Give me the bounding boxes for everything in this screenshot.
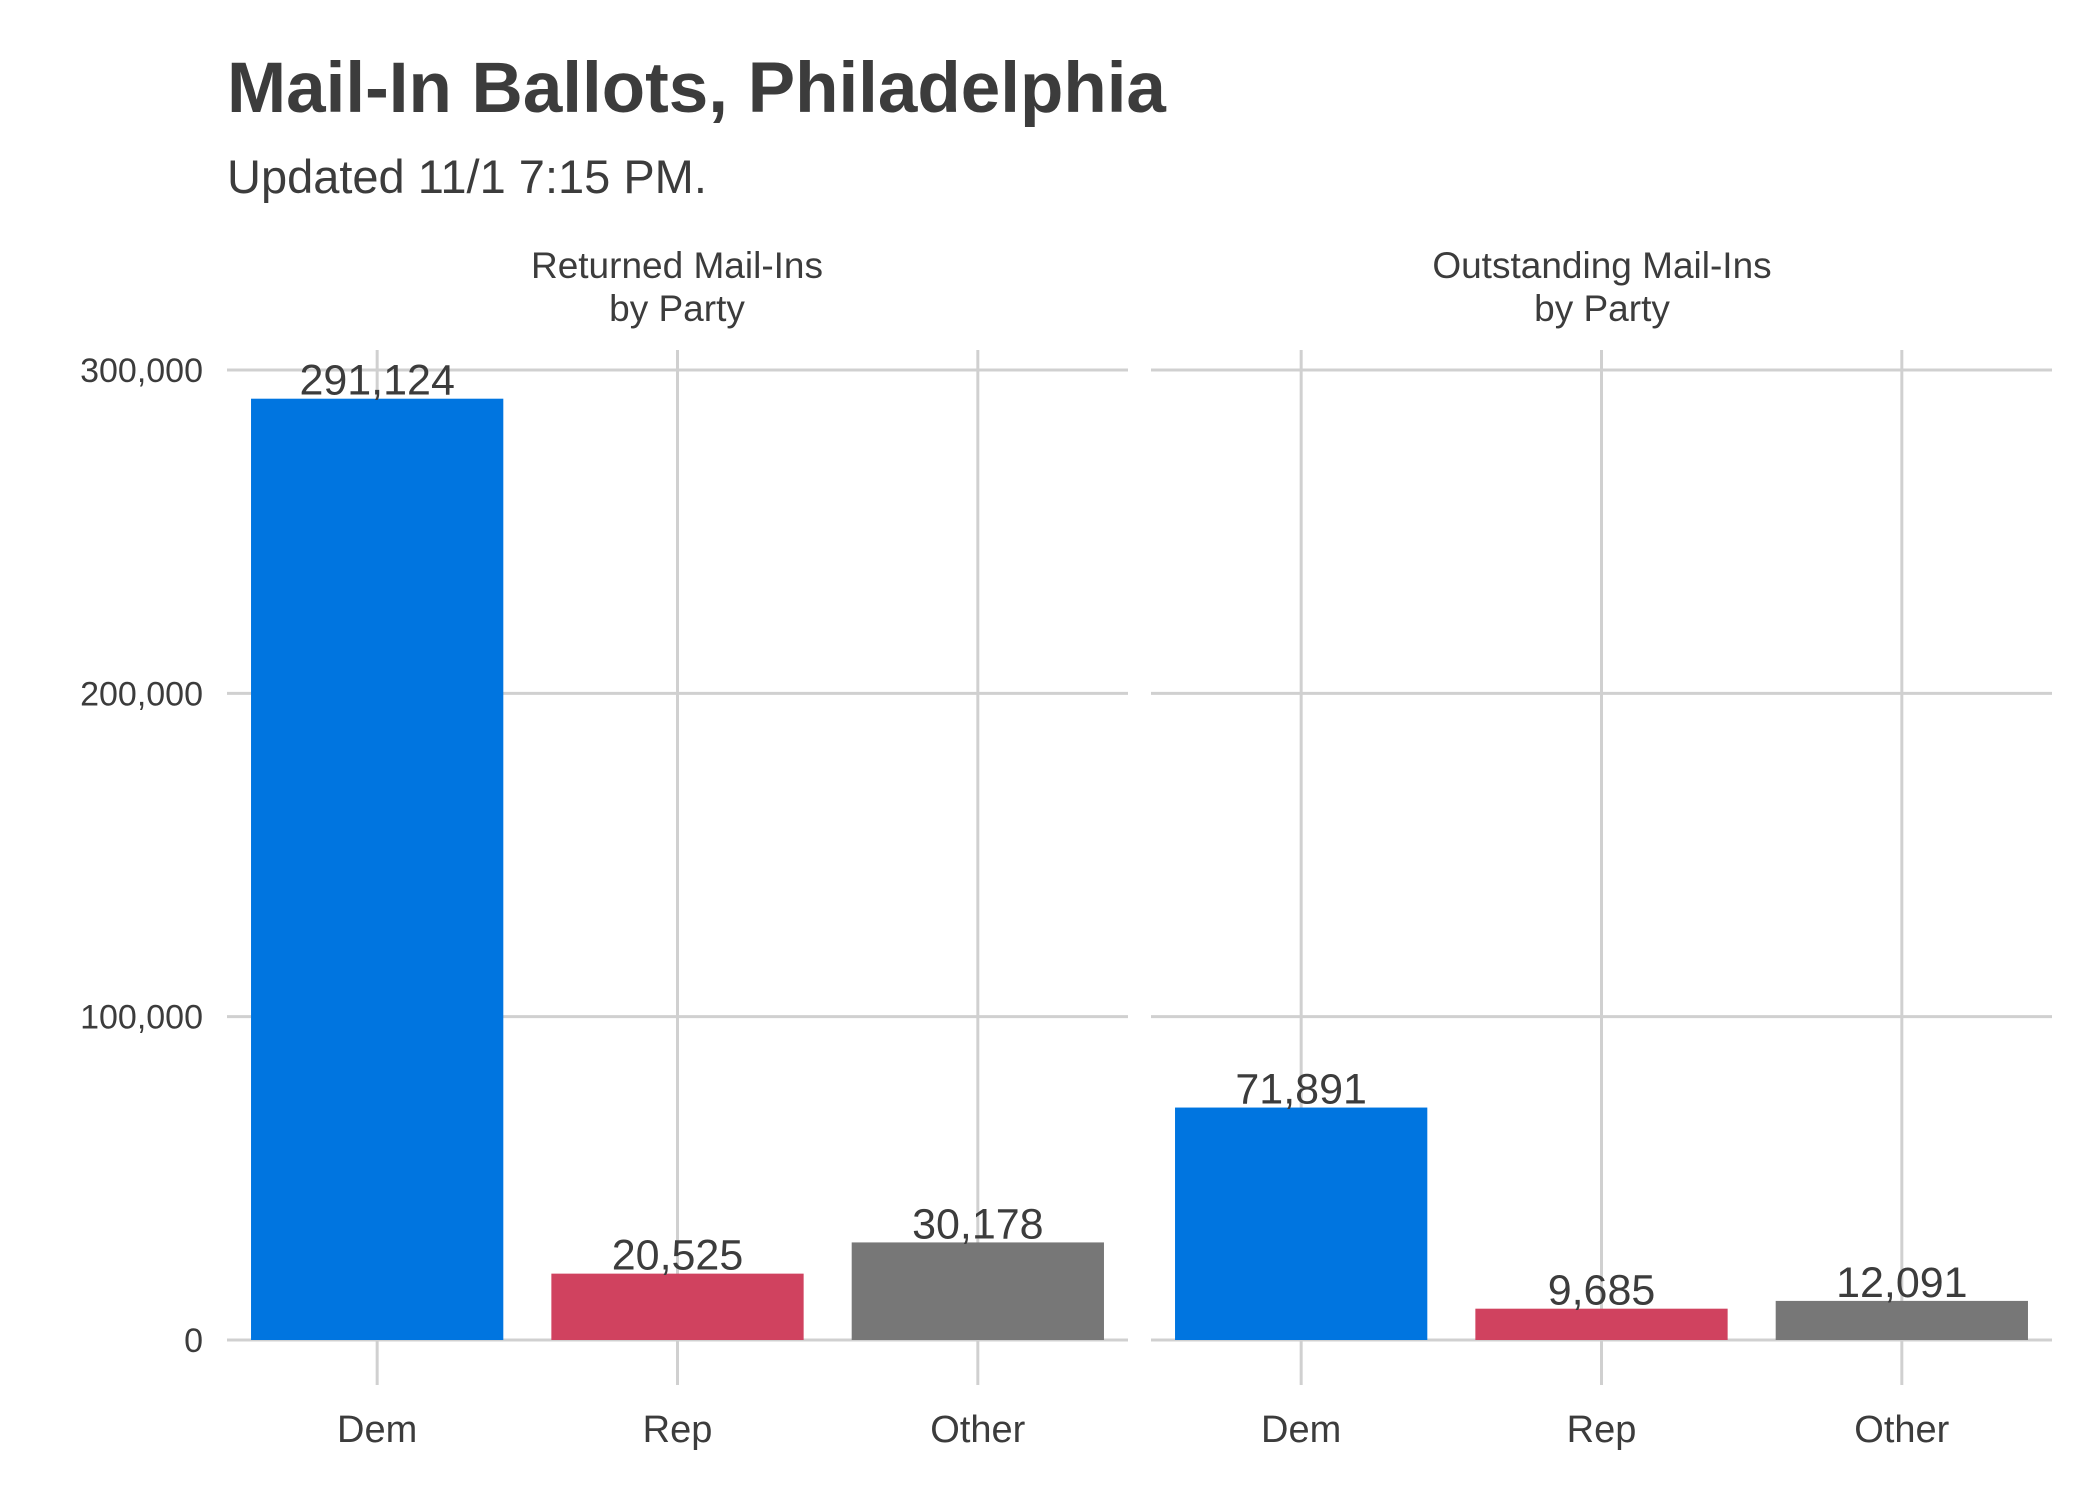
bar-other <box>1775 1300 2028 1340</box>
bar-value-label: 71,891 <box>1235 1066 1367 1114</box>
y-tick-label: 300,000 <box>80 352 203 390</box>
facet-title: by Party <box>1534 288 1670 329</box>
x-tick-label: Rep <box>1567 1409 1637 1451</box>
bar-rep <box>551 1273 804 1340</box>
bar-value-label: 30,178 <box>912 1200 1044 1248</box>
bar-other <box>851 1242 1104 1340</box>
bar-rep <box>1475 1308 1728 1340</box>
x-tick-label: Rep <box>643 1409 713 1451</box>
x-tick-label: Other <box>930 1409 1025 1451</box>
bar-value-label: 20,525 <box>612 1232 744 1280</box>
bar-value-label: 12,091 <box>1836 1259 1968 1307</box>
x-tick-label: Other <box>1854 1409 1949 1451</box>
bar-value-label: 291,124 <box>299 357 454 405</box>
bar-dem <box>251 398 504 1340</box>
y-tick-label: 200,000 <box>80 675 203 713</box>
chart-title: Mail-In Ballots, Philadelphia <box>227 49 1166 128</box>
facet-title: by Party <box>609 288 745 329</box>
bar-dem <box>1175 1107 1428 1340</box>
y-tick-label: 0 <box>184 1322 203 1360</box>
bar-value-label: 9,685 <box>1548 1267 1656 1315</box>
facet-title: Returned Mail-Ins <box>531 245 823 286</box>
x-tick-label: Dem <box>337 1409 417 1451</box>
y-tick-label: 100,000 <box>80 999 203 1037</box>
chart-subtitle: Updated 11/1 7:15 PM. <box>227 150 707 203</box>
x-tick-label: Dem <box>1261 1409 1341 1451</box>
facet-title: Outstanding Mail-Ins <box>1432 245 1771 286</box>
